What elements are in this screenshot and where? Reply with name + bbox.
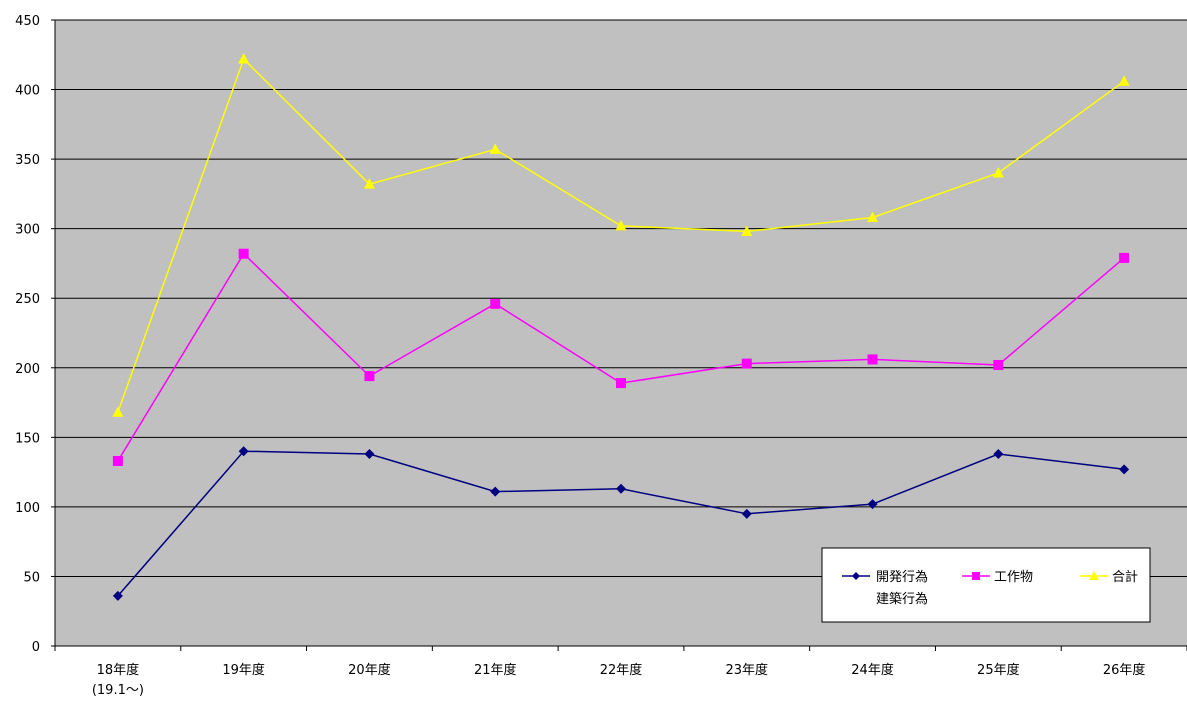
data-point xyxy=(1118,75,1130,86)
legend-label-extra: 建築行為 xyxy=(876,591,928,607)
data-point xyxy=(238,248,249,259)
data-point xyxy=(112,590,123,601)
data-point xyxy=(616,378,626,389)
data-point xyxy=(867,354,878,365)
y-tick-label: 350 xyxy=(15,153,40,168)
data-point xyxy=(993,449,1004,460)
y-tick-label: 250 xyxy=(15,292,40,307)
y-tick-labels: 0 50 100 150 200 250 300 350 400 450 xyxy=(15,14,55,655)
data-point xyxy=(1119,252,1130,263)
x-tick-label: 20年度 xyxy=(348,662,391,678)
x-tick-label: 23年度 xyxy=(726,662,769,678)
y-tick-label: 100 xyxy=(15,501,40,516)
x-tick-label: 18年度 xyxy=(97,662,140,678)
x-tick-labels: 18年度 (19.1～) 19年度 20年度 21年度 22年度 23年度 24年度 25年度 2… xyxy=(54,646,1187,698)
x-tick-label: (19.1～) xyxy=(92,683,144,698)
data-point xyxy=(741,508,752,519)
x-tick-label: 21年度 xyxy=(474,662,517,678)
data-point xyxy=(364,371,375,382)
legend-label-series-2: 合計 xyxy=(1112,569,1138,585)
data-point xyxy=(741,358,752,369)
x-tick-label: 25年度 xyxy=(977,662,1020,678)
y-tick-label: 400 xyxy=(15,84,40,99)
data-point xyxy=(112,406,124,417)
data-point xyxy=(867,499,878,510)
data-point xyxy=(490,486,501,497)
data-point xyxy=(363,178,375,189)
x-tick-label: 22年度 xyxy=(600,662,643,678)
data-point xyxy=(112,455,123,466)
data-point xyxy=(489,143,501,154)
data-point xyxy=(867,211,879,223)
y-tick-label: 200 xyxy=(15,362,40,377)
y-tick-label: 50 xyxy=(23,570,40,585)
legend-marker-series-0 xyxy=(852,572,860,580)
data-point xyxy=(741,225,753,236)
x-tick-label: 19年度 xyxy=(222,662,265,678)
legend: 開発行為 建築行為 工作物 合計 xyxy=(821,547,1151,623)
axes xyxy=(54,20,1187,647)
plot-area xyxy=(55,20,1187,646)
y-tick-label: 300 xyxy=(15,223,40,238)
legend-marker-series-2 xyxy=(1089,571,1099,580)
data-point xyxy=(1119,464,1130,475)
legend-marker-series-1 xyxy=(972,572,980,580)
data-point xyxy=(616,483,626,494)
data-point xyxy=(364,449,375,460)
data-point xyxy=(490,298,501,309)
series-1 xyxy=(112,248,1130,466)
series xyxy=(112,52,1130,601)
legend-label-series-1: 工作物 xyxy=(994,570,1033,585)
data-point xyxy=(238,52,250,64)
series-2 xyxy=(112,52,1130,417)
legend-box xyxy=(821,547,1151,623)
series-0 xyxy=(112,446,1130,601)
y-tick-label: 150 xyxy=(15,431,40,446)
x-tick-label: 24年度 xyxy=(851,662,894,678)
data-point xyxy=(993,359,1004,370)
data-point xyxy=(615,219,627,231)
y-tick-label: 0 xyxy=(32,640,40,655)
legend-label-series-0: 開発行為 xyxy=(876,569,928,585)
data-point xyxy=(992,167,1004,178)
y-tick-label: 450 xyxy=(15,14,40,29)
x-tick-label: 26年度 xyxy=(1103,662,1146,678)
data-point xyxy=(238,446,249,457)
